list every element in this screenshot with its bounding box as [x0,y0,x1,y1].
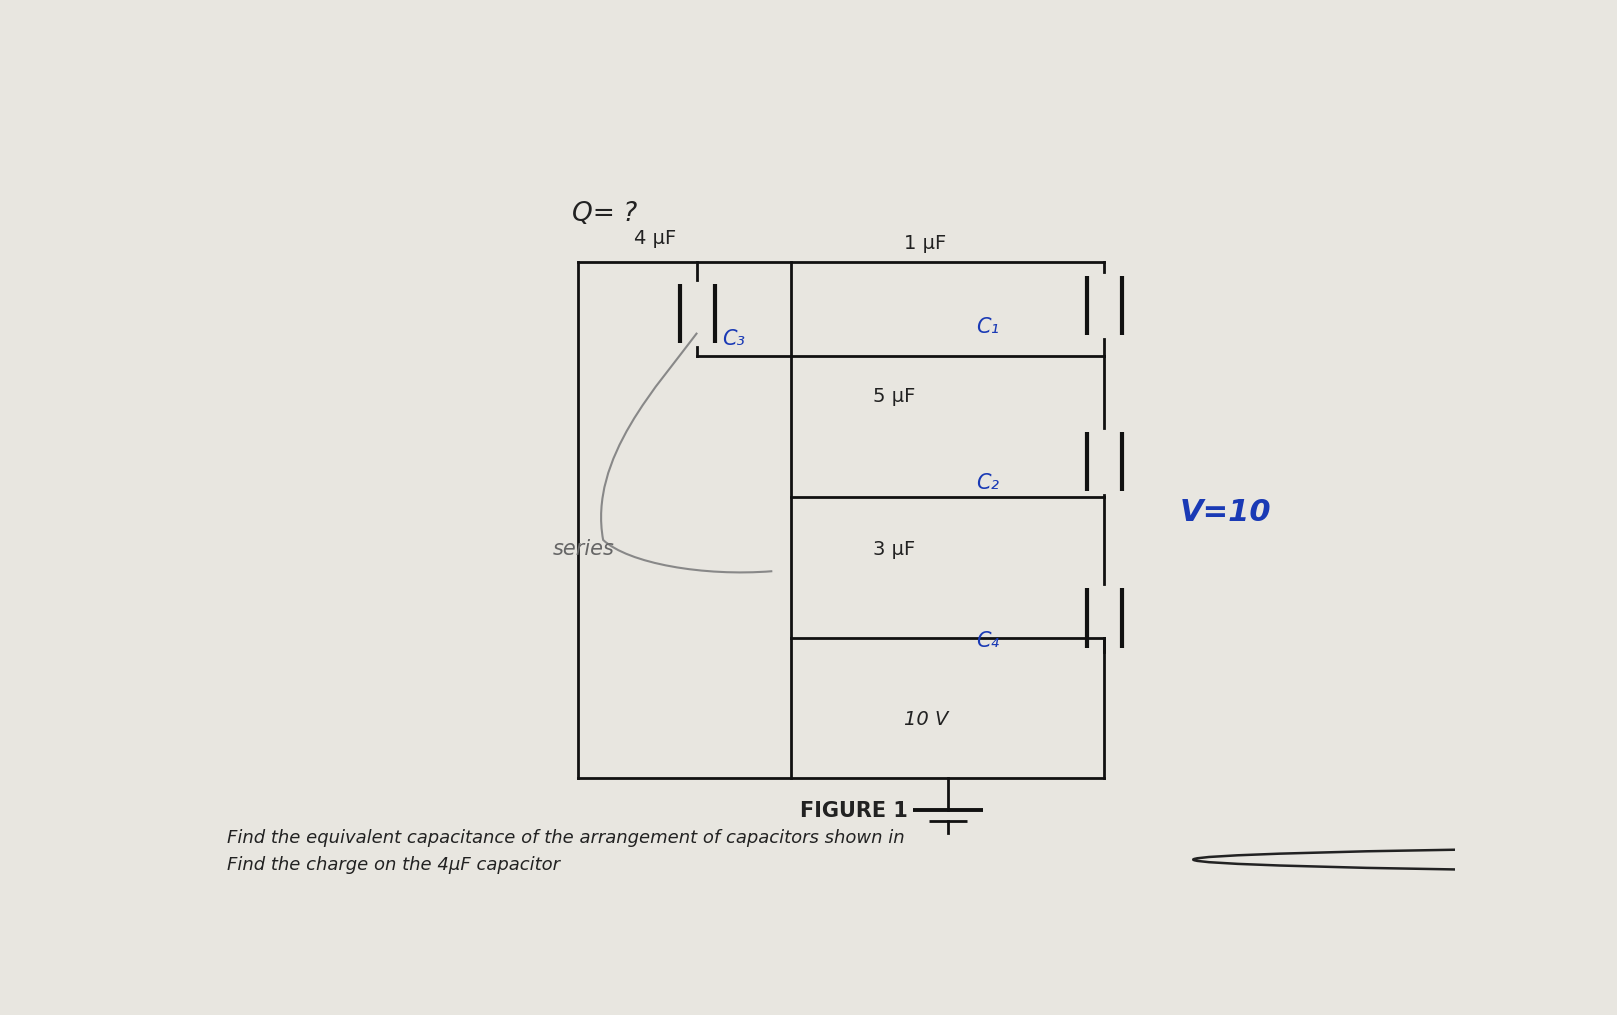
Text: 1 μF: 1 μF [904,234,946,253]
Text: 4 μF: 4 μF [634,229,678,249]
Text: series: series [553,539,614,559]
Text: C₁: C₁ [977,317,999,337]
Text: V=10: V=10 [1180,498,1271,527]
Text: 3 μF: 3 μF [873,540,915,559]
Text: C₂: C₂ [977,473,999,493]
Text: Q= ?: Q= ? [572,201,637,227]
Text: FIGURE 1: FIGURE 1 [800,801,907,821]
Text: Find the charge on the 4μF capacitor: Find the charge on the 4μF capacitor [226,856,559,874]
Text: 5 μF: 5 μF [873,387,915,406]
Text: C₄: C₄ [977,631,999,652]
Text: Find the equivalent capacitance of the arrangement of capacitors shown in: Find the equivalent capacitance of the a… [226,829,910,848]
Text: C₃: C₃ [723,329,745,349]
Text: 10 V: 10 V [904,709,948,729]
